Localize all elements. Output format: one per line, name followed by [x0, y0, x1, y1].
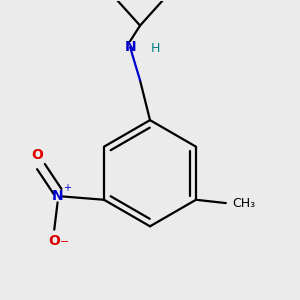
Text: O: O [32, 148, 44, 162]
Text: O: O [48, 234, 60, 248]
Text: H: H [150, 42, 160, 55]
Text: −: − [60, 237, 70, 247]
Text: CH₃: CH₃ [232, 196, 256, 210]
Text: N: N [52, 190, 63, 203]
Text: N: N [124, 40, 136, 54]
Text: +: + [64, 183, 71, 193]
